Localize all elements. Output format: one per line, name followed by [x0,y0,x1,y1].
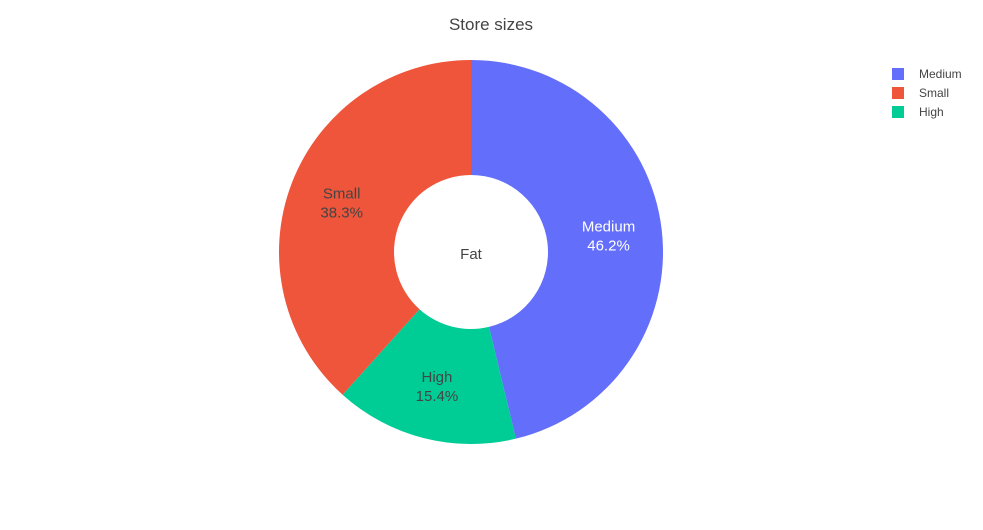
chart-title: Store sizes [449,15,533,34]
legend-item-medium[interactable]: Medium [892,67,962,81]
slice-small[interactable] [279,60,471,395]
slices-group [279,60,663,444]
slice-label-high: High [422,369,453,386]
slice-label-small: Small [323,185,361,202]
legend-swatch-medium [892,68,904,80]
slice-label-medium: Medium [582,219,635,236]
slice-percent-small: 38.3% [320,204,363,221]
legend-item-high[interactable]: High [892,105,944,119]
legend-item-small[interactable]: Small [892,86,949,100]
legend-swatch-small [892,87,904,99]
legend-label-small: Small [919,86,949,100]
legend-label-medium: Medium [919,67,962,81]
slice-percent-medium: 46.2% [587,238,630,255]
legend: Medium Small High [892,67,962,119]
slice-percent-high: 15.4% [416,388,459,405]
slice-medium[interactable] [471,60,663,439]
legend-label-high: High [919,105,944,119]
slice-high[interactable] [342,309,516,444]
legend-swatch-high [892,106,904,118]
center-label: Fat [460,246,483,263]
slice-labels-group: Medium 46.2% High 15.4% Small 38.3% [320,185,635,405]
